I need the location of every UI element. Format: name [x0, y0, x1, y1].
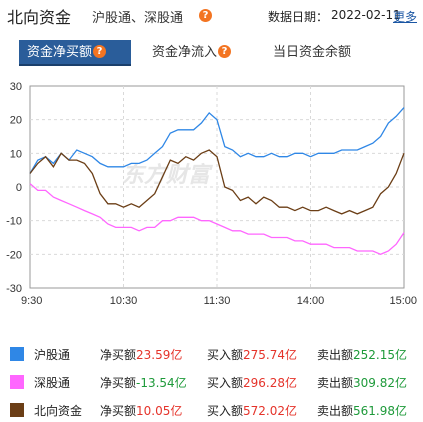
x-tick-label: 10:30	[110, 295, 138, 304]
date-label: 数据日期：	[268, 10, 329, 24]
sell-label: 卖出额	[317, 348, 354, 362]
tab-bar: 资金净买额? 资金净流入? 当日资金余额	[0, 40, 423, 66]
legend-row-sh: 沪股通 净买额 23.59亿 买入额 275.74亿 卖出额 252.15亿	[0, 343, 423, 365]
sell-label: 卖出额	[317, 404, 354, 418]
legend-row-north: 北向资金 净买额 10.05亿 买入额 572.02亿 卖出额 561.98亿	[0, 399, 423, 421]
sell-value: 309.82亿	[353, 376, 407, 390]
buy-label: 买入额	[207, 404, 244, 418]
legend-row-sz: 深股通 净买额 -13.54亿 买入额 296.28亿 卖出额 309.82亿	[0, 371, 423, 393]
net-label: 净买额	[100, 376, 137, 390]
series-name: 北向资金	[34, 404, 83, 418]
x-axis: 9:30 10:30 11:30 14:00 15:00	[21, 295, 417, 304]
series-name: 沪股通	[34, 348, 71, 362]
x-tick-label: 9:30	[21, 295, 42, 304]
series-lines	[29, 107, 405, 256]
x-tick-label: 11:30	[204, 295, 231, 304]
page-title: 北向资金	[7, 8, 72, 27]
y-axis: 30 20 10 0 -10 -20 -30	[6, 81, 22, 295]
color-swatch	[10, 375, 24, 389]
help-icon[interactable]: ?	[93, 44, 107, 58]
y-tick-label: -20	[6, 249, 22, 261]
header-bar: 北向资金 沪股通、深股通 ? 数据日期： 2022-02-11 更多	[0, 0, 423, 30]
y-tick-label: 10	[10, 148, 22, 160]
net-label: 净买额	[100, 348, 137, 362]
y-tick-label: -10	[6, 216, 22, 228]
y-tick-label: 30	[10, 81, 22, 93]
tab-daily-balance[interactable]: 当日资金余额	[273, 40, 351, 66]
net-value: -13.54亿	[136, 376, 187, 390]
buy-value: 572.02亿	[243, 404, 297, 418]
y-tick-label: -30	[6, 283, 22, 295]
sell-value: 252.15亿	[353, 348, 407, 362]
chart-grid	[29, 85, 405, 289]
sell-label: 卖出额	[317, 376, 354, 390]
tab-label: 资金净流入	[152, 45, 218, 60]
y-tick-label: 20	[10, 115, 22, 127]
series-line-0	[29, 107, 405, 174]
buy-value: 296.28亿	[243, 376, 297, 390]
net-value: 10.05亿	[136, 404, 183, 418]
sell-value: 561.98亿	[353, 404, 407, 418]
color-swatch	[10, 403, 24, 417]
tab-label: 当日资金余额	[273, 45, 352, 60]
subtitle: 沪股通、深股通	[92, 11, 184, 26]
help-icon[interactable]: ?	[199, 9, 212, 22]
buy-value: 275.74亿	[243, 348, 297, 362]
series-name: 深股通	[34, 376, 71, 390]
more-link[interactable]: 更多	[393, 10, 418, 24]
tab-net-buy[interactable]: 资金净买额?	[19, 40, 131, 66]
net-value: 23.59亿	[136, 348, 183, 362]
tab-label: 资金净买额	[27, 45, 93, 60]
help-icon[interactable]: ?	[218, 44, 232, 58]
buy-label: 买入额	[207, 376, 244, 390]
series-line-2	[29, 149, 405, 215]
x-tick-label: 14:00	[297, 295, 325, 304]
x-tick-label: 15:00	[389, 295, 417, 304]
date-value: 2022-02-11	[331, 8, 401, 22]
net-label: 净买额	[100, 404, 137, 418]
color-swatch	[10, 347, 24, 361]
tab-net-inflow[interactable]: 资金净流入?	[152, 40, 232, 66]
y-tick-label: 0	[16, 182, 22, 194]
buy-label: 买入额	[207, 348, 244, 362]
series-line-1	[29, 183, 405, 256]
